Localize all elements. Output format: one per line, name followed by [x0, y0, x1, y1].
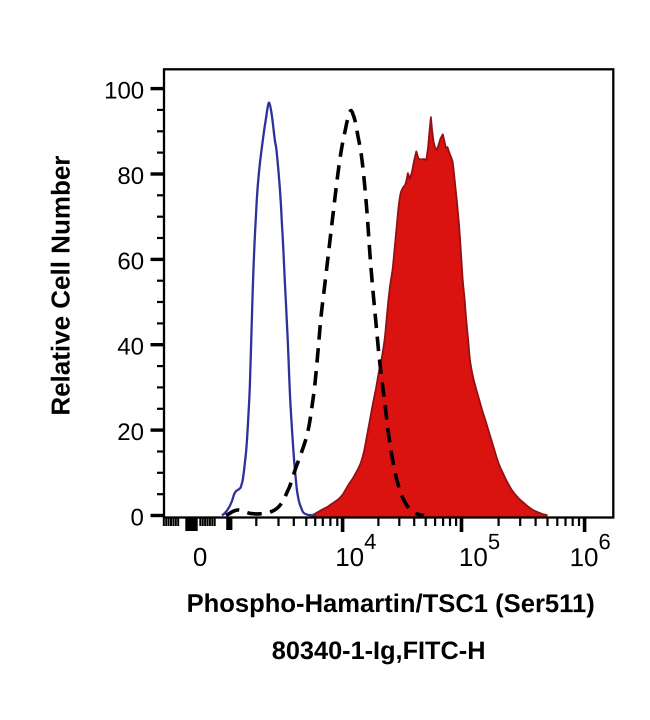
svg-text:60: 60 [117, 248, 144, 275]
svg-text:Phospho-Hamartin/TSC1 (Ser511): Phospho-Hamartin/TSC1 (Ser511) [187, 590, 595, 618]
svg-text:0: 0 [193, 542, 207, 572]
svg-text:Relative Cell Number: Relative Cell Number [45, 156, 75, 416]
svg-text:100: 100 [104, 77, 144, 104]
svg-text:80340-1-Ig,FITC-H: 80340-1-Ig,FITC-H [272, 637, 486, 665]
svg-text:80: 80 [117, 163, 144, 190]
svg-text:0: 0 [131, 504, 144, 531]
svg-text:20: 20 [117, 419, 144, 446]
svg-text:40: 40 [117, 334, 144, 361]
